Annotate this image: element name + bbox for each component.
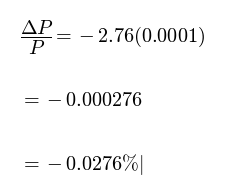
Text: $=-0.000276$: $=-0.000276$	[20, 91, 143, 110]
Text: $= -0.0276\%|$: $= -0.0276\%|$	[20, 152, 143, 177]
Text: $\dfrac{\Delta P}{P}=-2.76(0.0001)$: $\dfrac{\Delta P}{P}=-2.76(0.0001)$	[20, 19, 205, 57]
